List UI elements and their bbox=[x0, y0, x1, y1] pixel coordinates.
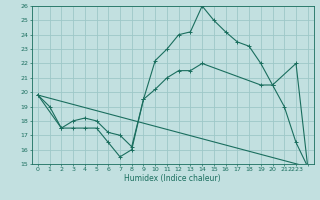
X-axis label: Humidex (Indice chaleur): Humidex (Indice chaleur) bbox=[124, 174, 221, 183]
